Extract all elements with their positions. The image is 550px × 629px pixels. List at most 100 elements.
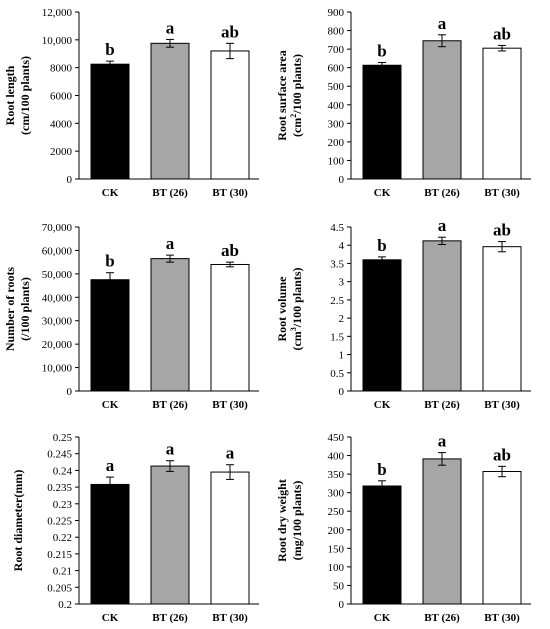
y-tick-label: 150	[328, 543, 345, 555]
y-tick-label: 6000	[50, 91, 73, 103]
y-tick-label: 0	[339, 174, 345, 186]
y-tick-label: 200	[328, 525, 345, 537]
error-bar	[166, 254, 174, 263]
error-bar	[498, 465, 506, 478]
y-tick-label: 350	[328, 469, 345, 481]
y-axis-title-line-2: (cm2/100 plants)	[289, 54, 304, 137]
y-tick-label: 50,000	[42, 269, 73, 281]
significance-letter: b	[105, 252, 114, 271]
y-tick-label: 0	[67, 386, 73, 398]
y-axis-title-line-1: Root surface area	[275, 50, 289, 140]
bar-bt-30	[210, 263, 250, 392]
y-tick-label: 450	[328, 432, 345, 444]
y-tick-label: 100	[328, 155, 345, 167]
category-label: CK	[102, 187, 119, 199]
y-tick-label: 1.5	[330, 331, 344, 343]
y-tick-label: 0.22	[53, 532, 72, 544]
y-tick-label: 1	[339, 350, 345, 362]
error-bar	[106, 60, 114, 68]
error-bar	[498, 44, 506, 52]
category-label: CK	[102, 612, 119, 624]
significance-letter: a	[438, 432, 447, 451]
y-tick-label: 20,000	[42, 339, 73, 351]
y-tick-label: 0.235	[47, 482, 72, 494]
significance-letter: a	[166, 234, 175, 253]
significance-letter: b	[377, 460, 386, 479]
y-tick-label: 0.21	[53, 566, 72, 578]
y-axis-title-line-1: Root diameter(mm)	[11, 470, 25, 572]
significance-letter: a	[166, 440, 175, 459]
y-tick-label: 900	[328, 7, 345, 19]
y-tick-label: 200	[328, 137, 345, 149]
category-label: BT (26)	[424, 399, 460, 411]
category-label: BT (26)	[424, 612, 460, 624]
category-label: BT (26)	[152, 399, 188, 411]
y-axis-title-line-2: (cm/100 plants)	[18, 56, 32, 135]
category-label: BT (30)	[484, 399, 520, 411]
category-label: CK	[374, 187, 391, 199]
y-tick-label: 2	[339, 313, 345, 325]
bar-ck	[90, 63, 130, 180]
error-bar	[378, 480, 386, 492]
y-axis-title-line-1: Root dry weight	[275, 479, 289, 562]
y-axis-title-line-1: Root length	[3, 65, 17, 125]
bar-ck	[362, 259, 402, 392]
error-bar	[226, 261, 234, 268]
error-bar	[438, 34, 446, 48]
y-tick-label: 0.225	[47, 516, 72, 528]
category-label: CK	[102, 399, 119, 411]
y-tick-label: 800	[328, 26, 345, 38]
error-bar	[498, 241, 506, 253]
y-tick-label: 60,000	[42, 245, 73, 257]
bar-bt-30	[482, 471, 522, 605]
y-tick-label: 100	[328, 562, 345, 574]
category-label: BT (30)	[212, 187, 248, 199]
chart-panel-3: 0 10,000 20,000 30,000 40,000 50,000 60,000 70,…	[3, 222, 259, 411]
error-bar	[438, 452, 446, 466]
category-label: CK	[374, 612, 391, 624]
error-bar	[226, 42, 234, 60]
category-label: BT (26)	[152, 612, 188, 624]
error-bar	[166, 38, 174, 48]
bar-bt-26	[150, 465, 190, 605]
category-label: BT (30)	[484, 187, 520, 199]
significance-letter: b	[377, 41, 386, 60]
y-tick-label: 2.5	[330, 295, 344, 307]
bar-bt-26	[422, 240, 462, 392]
y-tick-label: 0.205	[47, 582, 72, 594]
error-bar	[438, 236, 446, 245]
y-tick-label: 0.2	[58, 599, 72, 611]
y-tick-label: 600	[328, 63, 345, 75]
y-tick-label: 10,000	[42, 363, 73, 375]
y-tick-label: 0	[67, 174, 73, 186]
y-tick-label: 0.25	[53, 432, 73, 444]
y-tick-label: 400	[328, 451, 345, 463]
y-tick-label: 0.215	[47, 549, 72, 561]
y-tick-label: 0.5	[330, 368, 344, 380]
y-tick-label: 40,000	[42, 292, 73, 304]
bar-ck	[362, 64, 402, 180]
y-tick-label: 70,000	[42, 222, 73, 234]
chart-panel-5: 0.2 0.205 0.21 0.215 0.22 0.225 0.23 0.235 0.24 0…	[11, 432, 259, 624]
chart-panel-2: 0 100 200 300 400 500 600 700 800 900 b CK a BT (26) a…	[275, 7, 531, 199]
y-tick-label: 700	[328, 44, 345, 56]
y-tick-label: 250	[328, 506, 345, 518]
chart-panel-4: 0 0.5 1 1.5 2 2.5 3 3.5 4 4.5 b CK a BT (26) ab BT (30)…	[275, 216, 531, 411]
y-tick-label: 0	[339, 599, 345, 611]
error-bar	[106, 272, 114, 288]
y-tick-label: 30,000	[42, 316, 73, 328]
error-bar	[378, 256, 386, 264]
bar-bt-30	[210, 50, 250, 180]
y-tick-label: 300	[328, 118, 345, 130]
y-tick-label: 2000	[50, 146, 73, 158]
y-tick-label: 300	[328, 488, 345, 500]
y-tick-label: 12,000	[42, 7, 73, 19]
bar-ck	[90, 279, 130, 392]
category-label: BT (26)	[424, 187, 460, 199]
significance-letter: b	[377, 236, 386, 255]
y-tick-label: 10,000	[42, 35, 73, 47]
significance-letter: a	[438, 216, 447, 235]
bar-bt-30	[482, 246, 522, 392]
bar-ck	[362, 485, 402, 605]
bar-ck	[90, 483, 130, 605]
